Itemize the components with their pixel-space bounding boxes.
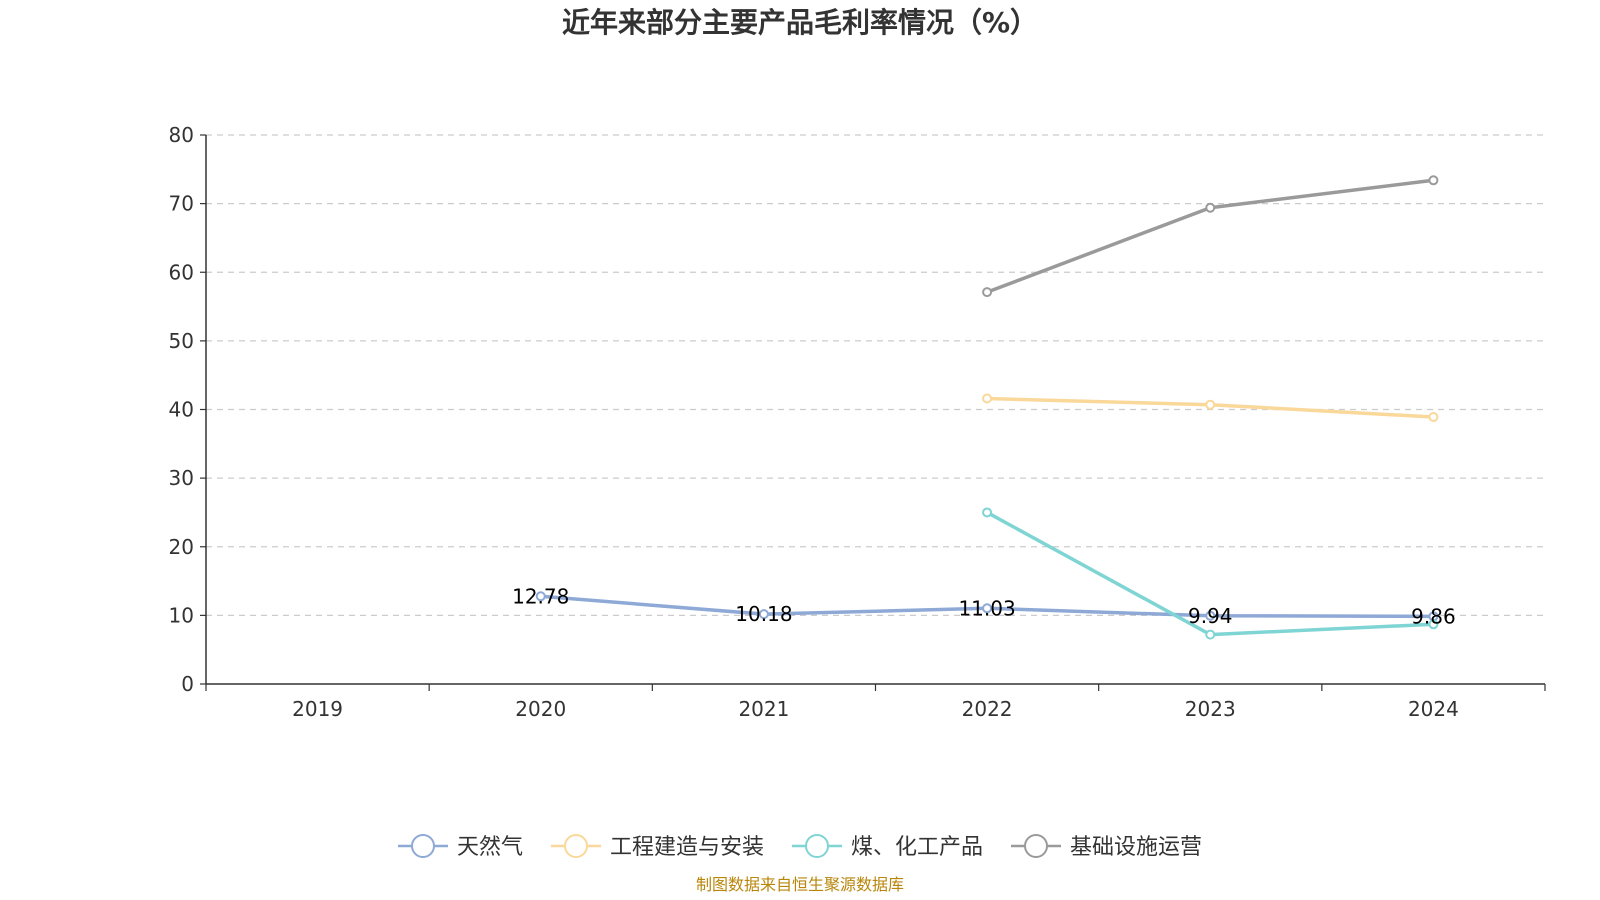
legend-marker-1 [564, 834, 588, 858]
data-point-s3-2024 [1428, 175, 1439, 186]
series-line-3 [985, 178, 1436, 294]
data-label-s0-2023: 9.94 [1188, 604, 1233, 628]
x-tick-label-2023: 2023 [1185, 697, 1236, 721]
x-tick-label-2021: 2021 [738, 697, 789, 721]
data-point-s2-2024 [1428, 619, 1439, 630]
x-tick-label-2020: 2020 [515, 697, 566, 721]
legend-item-3: 基础设施运营 [1011, 834, 1202, 860]
data-point-s0-2020 [535, 591, 546, 602]
y-tick-label-30: 30 [169, 466, 194, 490]
y-tick-label-80: 80 [169, 123, 194, 147]
x-tick-label-2022: 2022 [962, 697, 1013, 721]
data-point-s0-2022 [982, 603, 993, 614]
series-lines [535, 175, 1439, 640]
data-point-s0-2023 [1205, 610, 1216, 621]
legend-label-2: 煤、化工产品 [851, 835, 983, 860]
data-label-s0-2021: 10.18 [735, 602, 792, 626]
x-tick-label-2024: 2024 [1408, 697, 1459, 721]
legend-label-0: 天然气 [457, 835, 523, 860]
data-label-s0-2024: 9.86 [1411, 604, 1456, 628]
data-point-s1-2023 [1205, 399, 1216, 410]
x-tick-label-2019: 2019 [292, 697, 343, 721]
legend-item-0: 天然气 [398, 834, 523, 860]
legend-label-3: 基础设施运营 [1070, 835, 1202, 860]
y-tick-label-40: 40 [169, 398, 194, 422]
gridlines [206, 134, 1545, 616]
data-point-s1-2024 [1428, 412, 1439, 423]
y-tick-label-50: 50 [169, 329, 194, 353]
source-note: 制图数据来自恒生聚源数据库 [696, 875, 904, 894]
chart-title: 近年来部分主要产品毛利率情况（%） [562, 6, 1038, 39]
data-point-s0-2021 [758, 609, 769, 620]
data-labels: 12.78 10.18 11.03 9.94 9.86 [512, 584, 1456, 628]
legend-item-2: 煤、化工产品 [792, 834, 983, 860]
y-tick-label-10: 10 [169, 603, 194, 627]
legend-item-1: 工程建造与安装 [551, 834, 764, 860]
data-point-s3-2023 [1205, 202, 1216, 213]
y-tick-label-70: 70 [169, 192, 194, 216]
data-label-s0-2020: 12.78 [512, 584, 569, 608]
legend-label-1: 工程建造与安装 [610, 835, 764, 860]
legend-marker-0 [411, 834, 435, 858]
y-tick-label-20: 20 [169, 535, 194, 559]
data-label-s0-2022: 11.03 [958, 596, 1015, 620]
legend-marker-3 [1024, 834, 1048, 858]
data-point-s3-2022 [982, 287, 993, 298]
data-point-s2-2022 [982, 507, 993, 518]
y-tick-label-60: 60 [169, 260, 194, 284]
legend: 天然气 工程建造与安装 煤、化工产品 基础设施运营 [398, 834, 1202, 860]
y-tick-label-0: 0 [181, 672, 194, 696]
axes: 0 10 20 30 40 50 60 70 80 2019 2020 2021 2022 2023 202… [169, 123, 1546, 721]
data-point-s1-2022 [982, 393, 993, 404]
legend-marker-2 [805, 834, 829, 858]
data-point-s2-2023 [1205, 629, 1216, 640]
